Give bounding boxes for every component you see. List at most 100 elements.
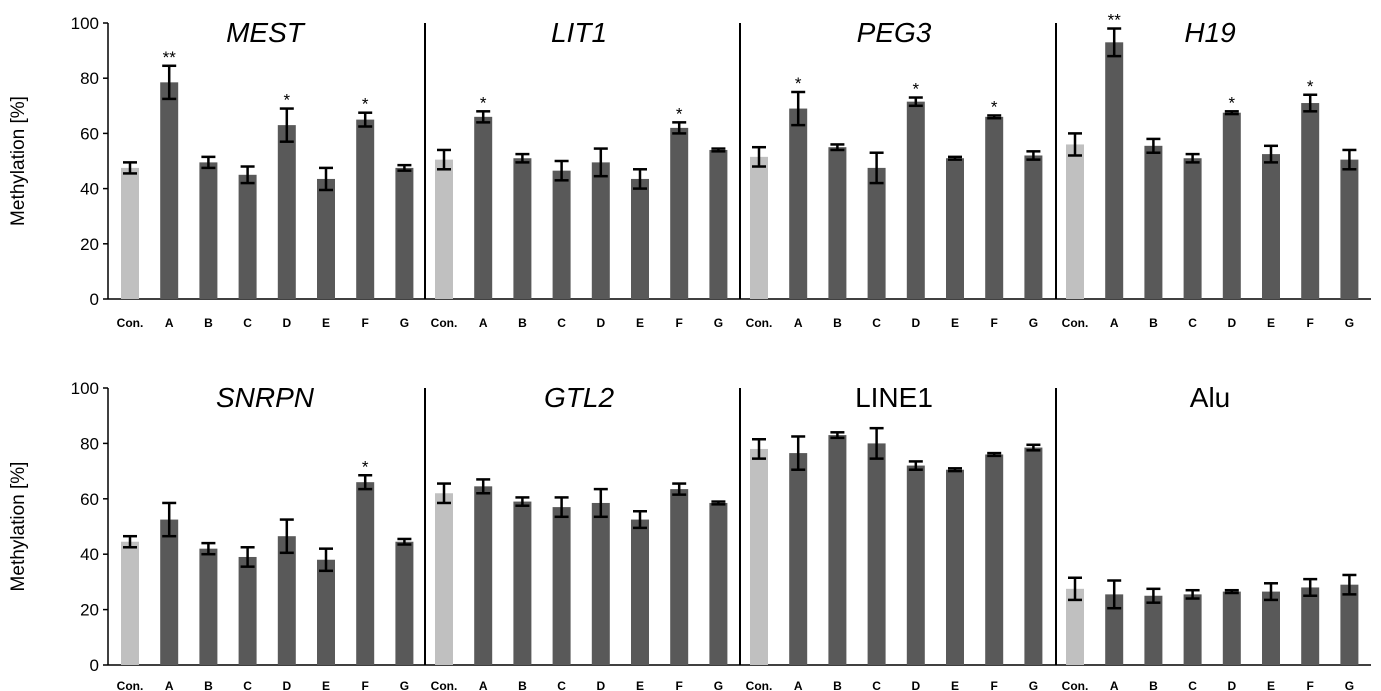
x-tick-label: G bbox=[400, 679, 409, 691]
x-tick-label: D bbox=[911, 316, 920, 330]
bar bbox=[1105, 594, 1124, 665]
x-tick-label: G bbox=[1029, 679, 1038, 691]
bar bbox=[670, 489, 689, 665]
bar bbox=[867, 443, 886, 665]
x-tick-label: C bbox=[1188, 679, 1197, 691]
y-tick-label: 0 bbox=[90, 656, 99, 675]
x-tick-label: Con. bbox=[1062, 316, 1089, 330]
y-tick-label: 0 bbox=[90, 290, 99, 309]
x-tick-label: D bbox=[1227, 679, 1236, 691]
bar bbox=[750, 448, 768, 665]
x-tick-label: B bbox=[518, 679, 527, 691]
bar bbox=[828, 435, 847, 665]
significance-marker: * bbox=[362, 457, 369, 476]
significance-marker: * bbox=[283, 91, 290, 110]
bar bbox=[1340, 584, 1359, 665]
bar bbox=[1066, 588, 1084, 665]
y-tick-label: 80 bbox=[80, 69, 99, 88]
x-tick-label: A bbox=[794, 679, 803, 691]
x-tick-label: E bbox=[951, 316, 959, 330]
x-tick-label: E bbox=[1267, 316, 1275, 330]
bar bbox=[906, 101, 925, 299]
x-tick-label: D bbox=[596, 679, 605, 691]
y-tick-label: 40 bbox=[80, 545, 99, 564]
panel-title: LINE1 bbox=[855, 382, 933, 413]
bar bbox=[435, 493, 453, 665]
x-tick-label: D bbox=[1227, 316, 1236, 330]
significance-marker: ** bbox=[163, 48, 177, 67]
bar bbox=[1301, 587, 1320, 665]
panel-title: GTL2 bbox=[544, 382, 614, 413]
significance-marker: * bbox=[1307, 77, 1314, 96]
y-tick-label: 60 bbox=[80, 124, 99, 143]
bar bbox=[1222, 591, 1241, 665]
x-tick-label: G bbox=[714, 316, 723, 330]
bar bbox=[1183, 158, 1202, 299]
bar bbox=[199, 548, 218, 665]
bar bbox=[160, 82, 179, 299]
significance-marker: * bbox=[676, 104, 683, 123]
x-tick-label: Con. bbox=[1062, 679, 1089, 691]
bar bbox=[277, 125, 296, 300]
x-tick-label: G bbox=[400, 316, 409, 330]
bar bbox=[356, 119, 375, 299]
x-tick-label: A bbox=[479, 679, 488, 691]
y-tick-label: 60 bbox=[80, 490, 99, 509]
x-tick-label: D bbox=[596, 316, 605, 330]
x-tick-label: E bbox=[322, 679, 330, 691]
bar bbox=[160, 519, 179, 665]
bar bbox=[946, 469, 964, 665]
bar bbox=[199, 162, 218, 299]
x-tick-label: Con. bbox=[117, 316, 144, 330]
x-tick-label: F bbox=[991, 679, 998, 691]
bar bbox=[828, 147, 847, 299]
x-tick-label: D bbox=[282, 679, 291, 691]
y-tick-label: 40 bbox=[80, 180, 99, 199]
y-tick-label: 80 bbox=[80, 434, 99, 453]
x-tick-label: C bbox=[243, 679, 252, 691]
x-tick-label: A bbox=[1110, 316, 1119, 330]
significance-marker: ** bbox=[1108, 11, 1122, 30]
bar bbox=[631, 178, 649, 299]
significance-marker: * bbox=[480, 93, 487, 112]
bar bbox=[474, 116, 493, 299]
x-tick-label: Con. bbox=[746, 679, 773, 691]
x-tick-label: D bbox=[911, 679, 920, 691]
x-tick-label: C bbox=[872, 316, 881, 330]
bar bbox=[1340, 159, 1359, 299]
x-tick-label: B bbox=[1149, 316, 1158, 330]
x-tick-label: E bbox=[636, 679, 644, 691]
x-tick-label: E bbox=[322, 316, 330, 330]
bar bbox=[277, 536, 296, 665]
x-tick-label: Con. bbox=[431, 316, 458, 330]
x-tick-label: F bbox=[362, 679, 369, 691]
x-tick-label: B bbox=[1149, 679, 1158, 691]
bar bbox=[1262, 591, 1280, 665]
x-tick-label: F bbox=[676, 679, 683, 691]
panel-title: MEST bbox=[226, 17, 306, 48]
bar bbox=[1105, 42, 1124, 299]
x-tick-label: Con. bbox=[746, 316, 773, 330]
x-tick-label: C bbox=[557, 679, 566, 691]
bar bbox=[1262, 154, 1280, 299]
bar bbox=[1024, 155, 1043, 299]
x-tick-label: B bbox=[833, 316, 842, 330]
x-tick-label: B bbox=[204, 316, 213, 330]
bar bbox=[395, 541, 414, 665]
y-axis-label: Methylation [%] bbox=[8, 462, 29, 592]
x-tick-label: E bbox=[636, 316, 644, 330]
bar bbox=[1024, 447, 1043, 665]
bar bbox=[1301, 103, 1320, 299]
bar bbox=[1066, 144, 1084, 299]
y-tick-label: 20 bbox=[80, 235, 99, 254]
bar bbox=[121, 541, 139, 665]
y-tick-label: 100 bbox=[71, 379, 99, 398]
bar bbox=[395, 167, 414, 299]
x-tick-label: Con. bbox=[431, 679, 458, 691]
y-tick-label: 20 bbox=[80, 601, 99, 620]
x-tick-label: G bbox=[714, 679, 723, 691]
panel-title: PEG3 bbox=[857, 17, 932, 48]
bar bbox=[238, 174, 257, 299]
bar bbox=[1183, 594, 1202, 665]
x-tick-label: G bbox=[1345, 679, 1354, 691]
